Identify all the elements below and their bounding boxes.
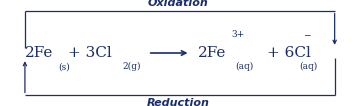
Text: (aq): (aq): [299, 62, 317, 71]
Text: + 3Cl: + 3Cl: [68, 46, 111, 60]
Text: 2Fe: 2Fe: [25, 46, 53, 60]
Text: (s): (s): [59, 62, 70, 71]
Text: + 6Cl: + 6Cl: [267, 46, 311, 60]
Text: −: −: [303, 31, 310, 39]
Text: Oxidation: Oxidation: [148, 0, 208, 8]
Text: (aq): (aq): [235, 62, 253, 71]
Text: 3+: 3+: [231, 31, 245, 39]
Text: 2Fe: 2Fe: [198, 46, 226, 60]
Text: Reduction: Reduction: [147, 98, 209, 106]
Text: 2(g): 2(g): [123, 62, 141, 71]
